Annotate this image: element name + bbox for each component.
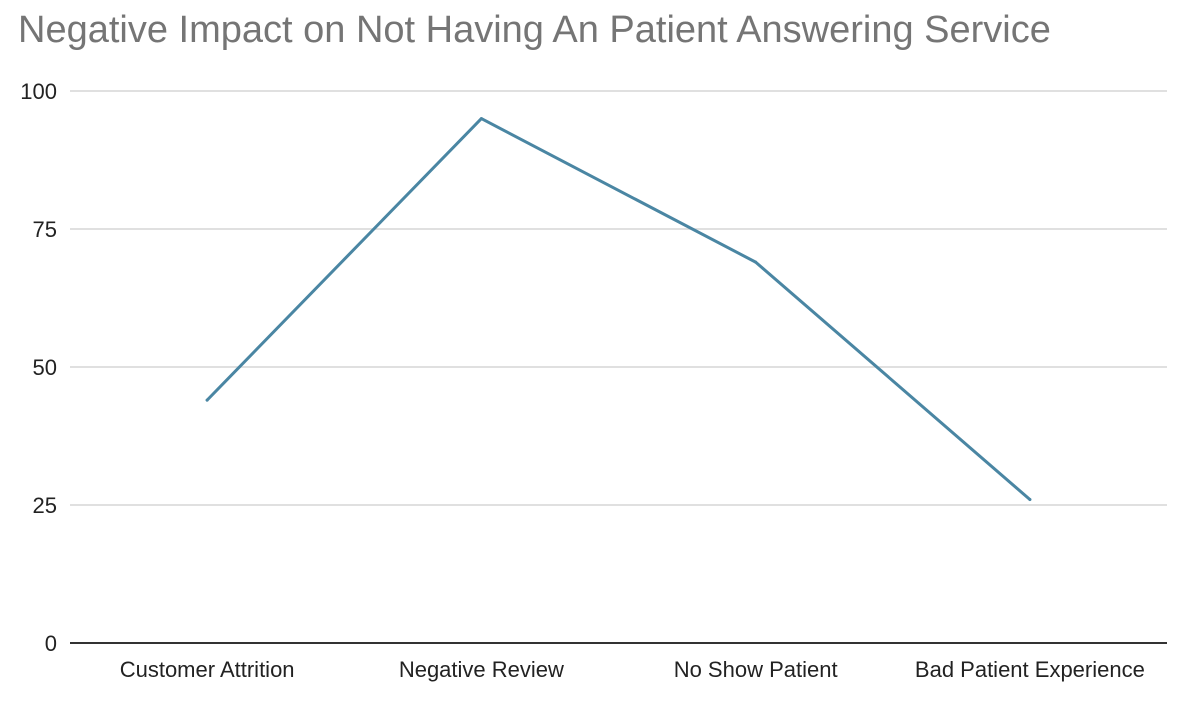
x-tick-label: Bad Patient Experience (915, 657, 1145, 682)
x-tick-label: Customer Attrition (120, 657, 295, 682)
y-tick-label: 25 (33, 493, 57, 518)
y-tick-label: 100 (20, 79, 57, 104)
data-point (1028, 497, 1032, 501)
y-tick-label: 0 (45, 631, 57, 656)
chart-title: Negative Impact on Not Having An Patient… (18, 9, 1051, 51)
y-tick-label: 75 (33, 217, 57, 242)
x-tick-label: Negative Review (399, 657, 564, 682)
data-point (205, 398, 209, 402)
series-line (205, 117, 1032, 501)
x-tick-label: No Show Patient (674, 657, 838, 682)
data-point (479, 117, 483, 121)
y-tick-label: 50 (33, 355, 57, 380)
data-point (754, 260, 758, 264)
